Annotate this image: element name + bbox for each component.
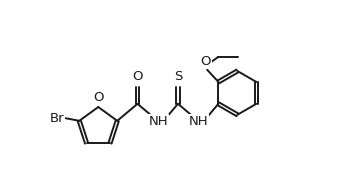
Text: O: O <box>132 70 143 83</box>
Text: NH: NH <box>149 115 168 128</box>
Text: S: S <box>174 70 182 83</box>
Text: O: O <box>93 91 103 104</box>
Text: NH: NH <box>189 115 209 128</box>
Text: Br: Br <box>50 112 64 125</box>
Text: O: O <box>201 55 211 68</box>
